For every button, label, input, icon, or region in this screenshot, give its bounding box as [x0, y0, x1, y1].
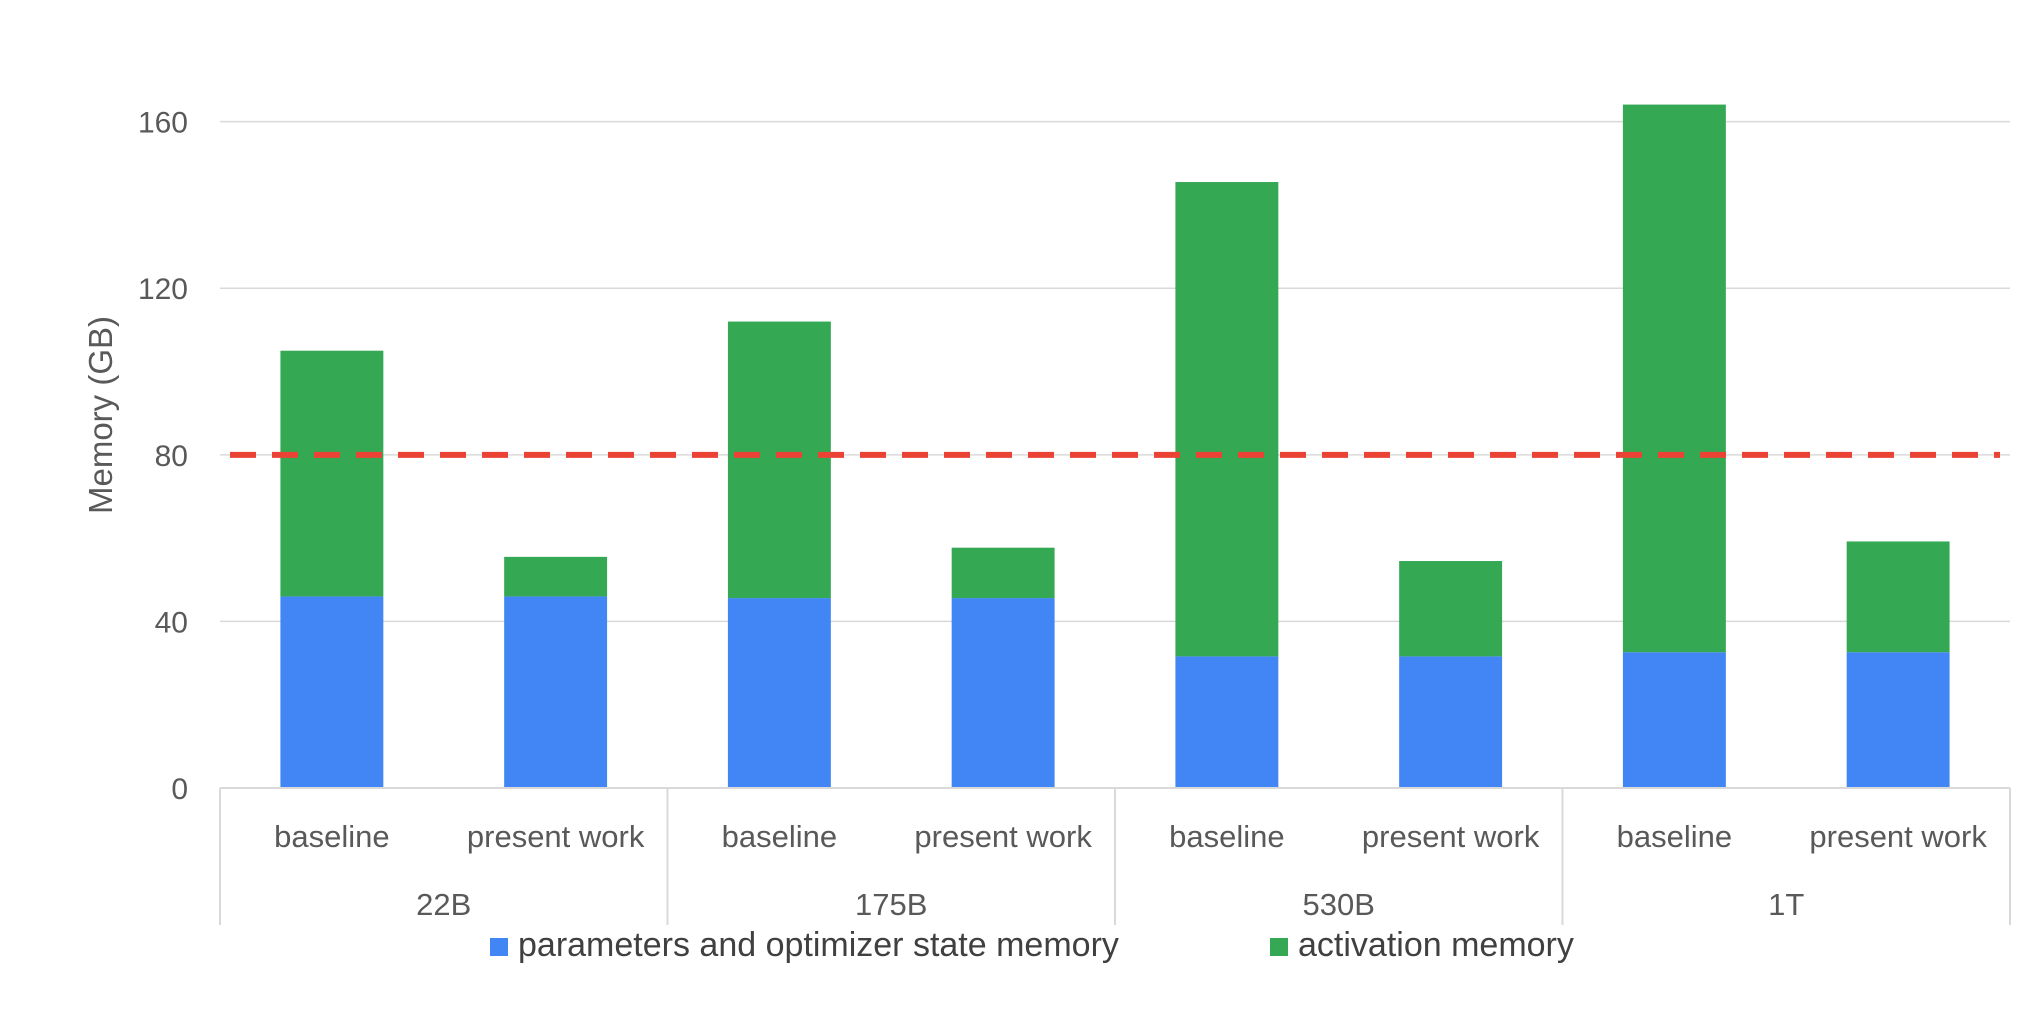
x-category-label: baseline: [1169, 819, 1284, 854]
legend: parameters and optimizer state memory act…: [490, 926, 1574, 964]
x-category-label: present work: [1362, 819, 1540, 854]
x-group-label: 530B: [1303, 887, 1375, 922]
bar-segment-parameters: [951, 598, 1055, 788]
gridlines: [220, 120, 2010, 623]
bar-segment-activation: [1175, 182, 1279, 657]
y-tick-label: 120: [138, 273, 188, 306]
bar-segment-activation: [951, 547, 1055, 599]
x-group-label: 1T: [1768, 887, 1804, 922]
x-category-label: present work: [914, 819, 1092, 854]
legend-swatch: [1270, 938, 1288, 956]
bar-segment-activation: [1846, 541, 1950, 653]
bar-segment-activation: [727, 321, 831, 599]
bar-segment-parameters: [1622, 652, 1726, 788]
bar-segment-parameters: [280, 596, 384, 788]
y-tick-label: 0: [171, 773, 188, 806]
bar-segment-parameters: [1399, 656, 1503, 788]
bars: [280, 104, 1950, 788]
x-group-label: 175B: [855, 887, 927, 922]
bar-segment-parameters: [1846, 652, 1950, 788]
bar-segment-parameters: [1175, 656, 1279, 788]
bar-segment-activation: [1622, 104, 1726, 653]
x-category-label: baseline: [1617, 819, 1732, 854]
y-axis-title: Memory (GB): [82, 316, 119, 514]
y-tick-label: 160: [138, 107, 188, 140]
legend-label: parameters and optimizer state memory: [518, 926, 1119, 964]
bar-segment-activation: [280, 350, 384, 597]
bar-segment-activation: [1399, 561, 1503, 657]
legend-label: activation memory: [1298, 926, 1574, 964]
bar-segment-parameters: [504, 596, 608, 788]
legend-swatch: [490, 938, 508, 956]
x-category-label: baseline: [274, 819, 389, 854]
x-category-label: baseline: [722, 819, 837, 854]
axes: 0 40 80 120 160 baseline present work baseline p…: [138, 107, 2011, 925]
bar-segment-parameters: [727, 598, 831, 788]
x-category-label: present work: [467, 819, 645, 854]
x-category-label: present work: [1809, 819, 1987, 854]
x-group-label: 22B: [416, 887, 471, 922]
bar-segment-activation: [504, 556, 608, 597]
y-tick-label: 80: [155, 440, 188, 473]
y-tick-label: 40: [155, 606, 188, 639]
